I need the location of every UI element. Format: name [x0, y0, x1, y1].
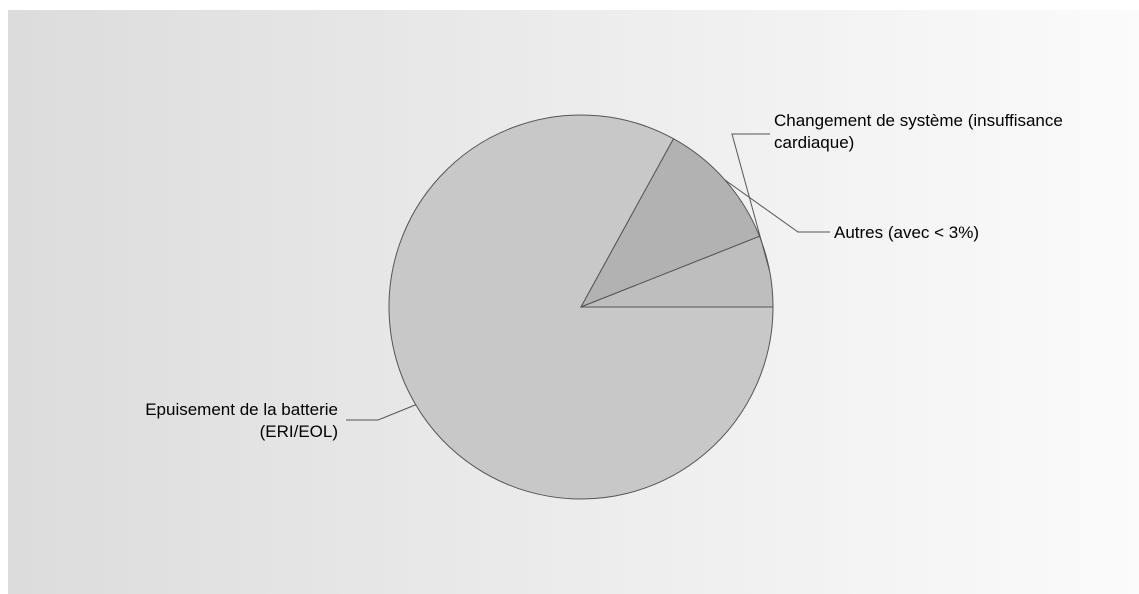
leader-line: [731, 133, 771, 272]
slice-label-line: cardiaque): [774, 133, 854, 152]
slice-label-line: Changement de système (insuffisance: [774, 111, 1063, 130]
leaders-layer: [346, 133, 830, 421]
slice-label-line: Epuisement de la batterie: [145, 400, 338, 419]
slice-label-line: Autres (avec < 3%): [834, 223, 979, 242]
pie-chart: Epuisement de la batterie (ERI/EOL) Autres…: [145, 111, 1063, 500]
slice-label: Autres (avec < 3%): [834, 223, 979, 242]
labels-layer: Epuisement de la batterie (ERI/EOL) Autres…: [145, 111, 1063, 441]
slice-label: Epuisement de la batterie (ERI/EOL): [145, 400, 338, 441]
slice-label: Changement de système (insuffisance cardi…: [774, 111, 1063, 152]
chart-area: Epuisement de la batterie (ERI/EOL) Autres…: [8, 10, 1139, 594]
slice-label-line: (ERI/EOL): [260, 422, 338, 441]
leader-line: [346, 404, 416, 421]
slices-layer: [388, 114, 774, 500]
